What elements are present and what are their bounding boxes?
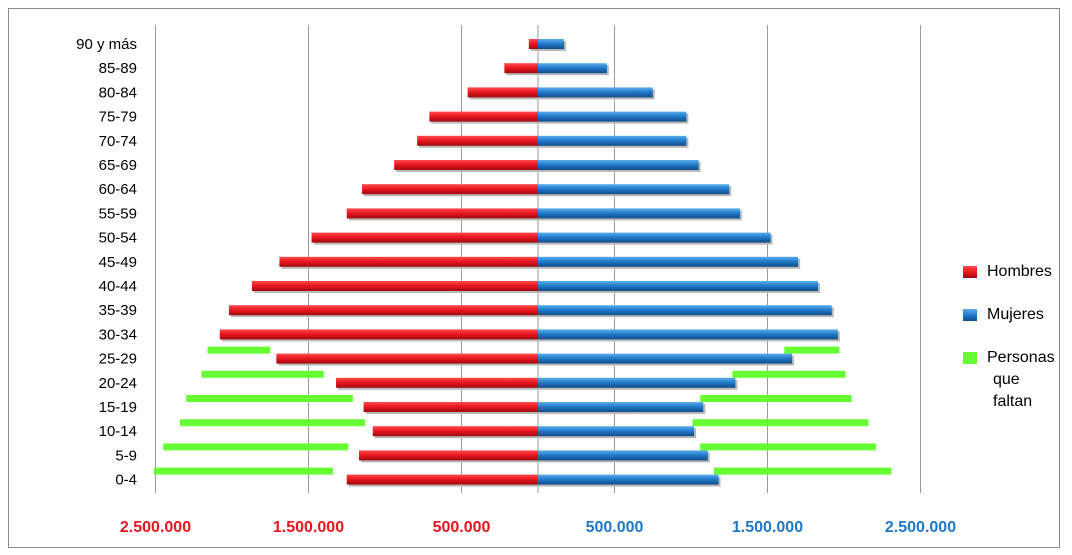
bar-mujeres-85-89 — [538, 63, 607, 74]
legend-item-hombres: Hombres — [961, 261, 1059, 283]
bar-mujeres-5-9 — [538, 450, 708, 461]
age-label-20-24: 20-24 — [99, 375, 137, 392]
bar-hombres-35-39 — [228, 305, 538, 316]
bar-hombres-25-29 — [276, 353, 538, 364]
missing-bar-left-0-4 — [153, 467, 333, 475]
x-tick-labels: 2.500.000 1.500.000 500.000 500.000 1.500.00… — [120, 519, 956, 536]
age-label-35-39: 35-39 — [99, 302, 137, 319]
legend-item-mujeres: Mujeres — [961, 304, 1059, 326]
age-label-5-9: 5-9 — [115, 447, 137, 464]
age-label-15-19: 15-19 — [99, 399, 137, 416]
age-label-30-34: 30-34 — [99, 326, 137, 343]
age-label-85-89: 85-89 — [99, 60, 137, 77]
bar-mujeres-20-24 — [538, 377, 736, 388]
bar-hombres-50-54 — [311, 232, 538, 243]
bar-mujeres-40-44 — [538, 281, 818, 291]
age-label-70-74: 70-74 — [99, 133, 137, 150]
age-label-45-49: 45-49 — [99, 254, 137, 271]
x-tick-label-2: 500.000 — [433, 519, 491, 536]
chart-frame: 0-4 5-9 10-14 15-19 20-24 25-29 30-34 35-39 40-4… — [8, 8, 1060, 548]
legend-swatch-hombres — [963, 266, 977, 278]
missing-bar-left-5-9 — [163, 443, 349, 451]
missing-bar-left-10-14 — [179, 419, 366, 427]
age-label-10-14: 10-14 — [99, 423, 137, 440]
bar-hombres-85-89 — [504, 63, 538, 74]
bar-hombres-60-64 — [362, 184, 538, 195]
age-label-60-64: 60-64 — [99, 181, 137, 198]
legend-label-line-2: que faltan — [993, 371, 1033, 410]
x-tick-label-0: 2.500.000 — [120, 519, 191, 536]
population-bars — [219, 39, 840, 487]
missing-people-bars — [153, 346, 892, 475]
bar-mujeres-25-29 — [538, 353, 792, 364]
missing-bar-left-25-29 — [207, 346, 271, 354]
age-group-labels: 0-4 5-9 10-14 15-19 20-24 25-29 30-34 35-39 40-4… — [76, 36, 137, 489]
bar-mujeres-30-34 — [538, 329, 838, 340]
bar-mujeres-75-79 — [538, 111, 687, 122]
bar-hombres-55-59 — [346, 208, 538, 219]
bar-mujeres-50-54 — [538, 232, 771, 243]
missing-bar-right-20-24 — [732, 370, 846, 378]
bar-mujeres-60-64 — [538, 184, 730, 195]
legend-label-mujeres: Mujeres — [987, 306, 1044, 323]
age-label-80-84: 80-84 — [99, 84, 137, 101]
bar-mujeres-15-19 — [538, 402, 704, 412]
age-label-0-4: 0-4 — [115, 472, 137, 489]
missing-bar-left-20-24 — [201, 370, 324, 378]
population-pyramid-chart: 0-4 5-9 10-14 15-19 20-24 25-29 30-34 35-39 40-4… — [76, 25, 956, 536]
bar-hombres-70-74 — [417, 135, 538, 146]
x-tick-label-4: 1.500.000 — [732, 519, 803, 536]
missing-bar-right-5-9 — [700, 443, 877, 451]
bar-mujeres-90 y más — [538, 39, 565, 49]
age-label-90 y más: 90 y más — [76, 36, 137, 53]
missing-bar-right-25-29 — [784, 346, 840, 354]
bar-mujeres-55-59 — [538, 208, 740, 219]
missing-bar-left-15-19 — [186, 395, 353, 402]
bar-hombres-45-49 — [279, 256, 538, 267]
missing-bar-right-10-14 — [692, 419, 869, 427]
x-tick-label-3: 500.000 — [586, 519, 644, 536]
age-label-65-69: 65-69 — [99, 157, 137, 174]
bar-hombres-30-34 — [219, 329, 538, 340]
legend-label-hombres: Hombres — [987, 263, 1052, 280]
missing-bar-right-0-4 — [713, 467, 892, 475]
bar-hombres-10-14 — [372, 426, 538, 437]
bar-hombres-0-4 — [346, 474, 538, 485]
age-label-40-44: 40-44 — [99, 278, 137, 295]
age-label-75-79: 75-79 — [99, 109, 137, 126]
bar-hombres-65-69 — [394, 160, 538, 170]
legend-swatch-mujeres — [963, 309, 977, 321]
bar-hombres-15-19 — [363, 402, 538, 412]
bar-hombres-90 y más — [528, 39, 538, 49]
bar-hombres-75-79 — [429, 111, 538, 122]
x-tick-label-5: 2.500.000 — [885, 519, 956, 536]
missing-bar-right-15-19 — [700, 395, 852, 402]
bar-mujeres-65-69 — [538, 160, 699, 170]
bar-mujeres-80-84 — [538, 87, 653, 98]
bar-hombres-5-9 — [358, 450, 538, 461]
bar-mujeres-45-49 — [538, 256, 799, 267]
bar-hombres-20-24 — [336, 377, 538, 388]
bar-hombres-40-44 — [251, 281, 538, 291]
legend-label-personas-que-faltan: Personas que faltan — [987, 347, 1059, 413]
x-tick-label-1: 1.500.000 — [273, 519, 344, 536]
legend-label-line-1: Personas — [987, 349, 1055, 366]
bar-mujeres-0-4 — [538, 474, 719, 485]
legend-item-personas-que-faltan: Personas que faltan — [961, 347, 1059, 413]
legend-swatch-personas-que-faltan — [963, 352, 977, 364]
bar-mujeres-10-14 — [538, 426, 695, 437]
bar-hombres-80-84 — [467, 87, 538, 98]
bar-mujeres-70-74 — [538, 135, 687, 146]
age-label-50-54: 50-54 — [99, 230, 137, 247]
bar-mujeres-35-39 — [538, 305, 832, 316]
legend: Hombres Mujeres Personas que faltan — [961, 261, 1059, 434]
age-label-55-59: 55-59 — [99, 205, 137, 222]
age-label-25-29: 25-29 — [99, 351, 137, 368]
